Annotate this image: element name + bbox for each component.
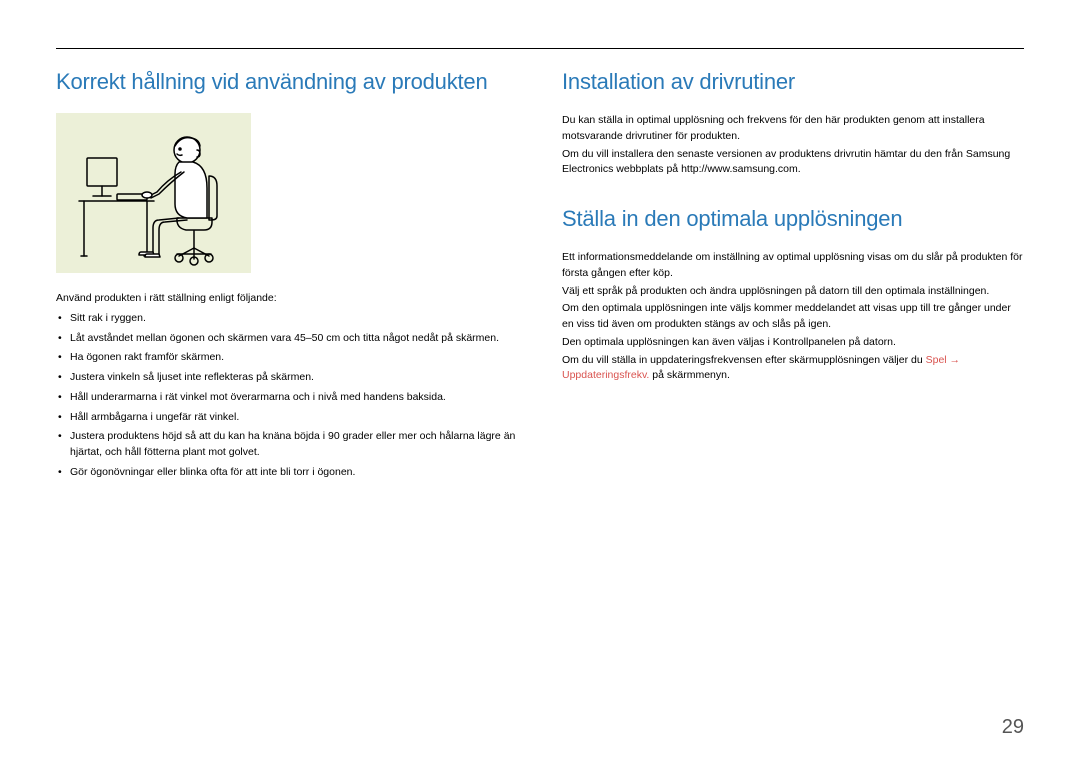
posture-illustration	[56, 113, 251, 273]
body-text: Ett informationsmeddelande om inställnin…	[562, 250, 1024, 282]
body-text: Om du vill installera den senaste versio…	[562, 147, 1024, 179]
horizontal-rule	[56, 48, 1024, 49]
menu-path-uppdateringsfrekv: Uppdateringsfrekv.	[562, 369, 649, 381]
body-text: Den optimala upplösningen kan även välja…	[562, 335, 1024, 351]
resolution-block: Ett informationsmeddelande om inställnin…	[562, 250, 1024, 384]
page-number: 29	[1002, 716, 1024, 739]
content-columns: Korrekt hållning vid användning av produ…	[56, 69, 1024, 485]
list-item: Låt avståndet mellan ögonen och skärmen …	[56, 331, 526, 347]
list-item: Håll armbågarna i ungefär rät vinkel.	[56, 410, 526, 426]
section-heading-drivers: Installation av drivrutiner	[562, 69, 1024, 95]
body-text-span: på datorn.	[846, 336, 896, 348]
drivers-block: Du kan ställa in optimal upplösning och …	[562, 113, 1024, 178]
body-text: Välj ett språk på produkten och ändra up…	[562, 284, 1024, 300]
left-column: Korrekt hållning vid användning av produ…	[56, 69, 526, 485]
section-heading-posture: Korrekt hållning vid användning av produ…	[56, 69, 526, 95]
list-item: Sitt rak i ryggen.	[56, 311, 526, 327]
list-item: Ha ögonen rakt framför skärmen.	[56, 350, 526, 366]
list-item: Gör ögonövningar eller blinka ofta för a…	[56, 465, 526, 481]
section-heading-resolution: Ställa in den optimala upplösningen	[562, 206, 1024, 232]
note-post: på skärmmenyn.	[649, 369, 730, 381]
menu-path-spel: Spel	[926, 354, 947, 366]
list-item: Justera vinkeln så ljuset inte reflekter…	[56, 370, 526, 386]
body-text: Om den optimala upplösningen inte väljs …	[562, 301, 1024, 333]
posture-bullet-list: Sitt rak i ryggen. Låt avståndet mellan …	[56, 311, 526, 481]
list-item: Håll underarmarna i rät vinkel mot övera…	[56, 390, 526, 406]
body-text-span: Den optimala upplösningen kan även välja…	[562, 336, 773, 348]
note-text: Om du vill ställa in uppdateringsfrekven…	[562, 353, 1024, 385]
right-column: Installation av drivrutiner Du kan ställ…	[562, 69, 1024, 485]
posture-intro: Använd produkten i rätt ställning enligt…	[56, 291, 526, 307]
ui-label-kontrollpanelen: Kontrollpanelen	[773, 336, 846, 348]
note-pre: Om du vill ställa in uppdateringsfrekven…	[562, 354, 926, 366]
arrow-icon: →	[947, 354, 960, 366]
list-item: Justera produktens höjd så att du kan ha…	[56, 429, 526, 461]
body-text: Du kan ställa in optimal upplösning och …	[562, 113, 1024, 145]
